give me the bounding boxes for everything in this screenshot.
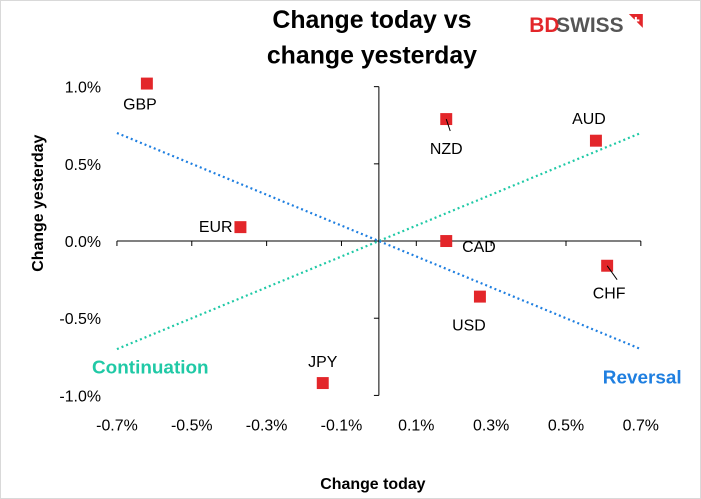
x-tick-label: -0.5% bbox=[171, 417, 213, 434]
y-tick-labels: 1.0% 0.5% 0.0% -0.5% -1.0% bbox=[59, 80, 101, 406]
point-label-cad: CAD bbox=[462, 239, 496, 256]
point-label-chf: CHF bbox=[593, 286, 626, 303]
marker-gbp bbox=[140, 77, 153, 90]
chart-title-line-1: Change today vs bbox=[272, 6, 471, 34]
x-tick-label: 0.3% bbox=[473, 417, 509, 434]
y-tick-label: 0.0% bbox=[65, 234, 101, 251]
y-tick-label: -0.5% bbox=[59, 311, 101, 328]
point-label-eur: EUR bbox=[199, 219, 233, 236]
y-tick-label: 1.0% bbox=[65, 80, 101, 97]
leader-line-nzd bbox=[445, 118, 451, 132]
marker-usd bbox=[473, 290, 486, 303]
chart-title-line-2: change yesterday bbox=[267, 42, 477, 70]
logo-bd-text: BD bbox=[529, 14, 559, 37]
point-label-aud: AUD bbox=[572, 111, 606, 128]
leader-line-chf bbox=[606, 265, 618, 280]
point-label-nzd: NZD bbox=[430, 141, 463, 158]
swiss-cross-icon bbox=[628, 13, 643, 28]
point-label-jpy: JPY bbox=[308, 354, 338, 371]
y-tick-label: -1.0% bbox=[59, 388, 101, 405]
tick-marks bbox=[116, 86, 642, 396]
x-tick-label: -0.7% bbox=[96, 417, 138, 434]
x-tick-labels: -0.7% -0.5% -0.3% -0.1% 0.1% 0.3% 0.5% 0.7% bbox=[96, 417, 659, 434]
marker-eur bbox=[234, 221, 247, 234]
x-tick-label: 0.1% bbox=[398, 417, 434, 434]
marker-aud bbox=[589, 134, 602, 147]
point-label-usd: USD bbox=[452, 317, 486, 334]
y-axis-title: Change yesterday bbox=[30, 134, 47, 271]
bdswiss-logo: BD SWISS bbox=[529, 14, 643, 37]
x-tick-label: 0.7% bbox=[623, 417, 659, 434]
marker-cad bbox=[440, 235, 453, 248]
x-tick-label: -0.1% bbox=[321, 417, 363, 434]
y-tick-label: 0.5% bbox=[65, 157, 101, 174]
continuation-annotation: Continuation bbox=[92, 358, 209, 379]
logo-swiss-text: SWISS bbox=[556, 14, 623, 37]
x-axis-title: Change today bbox=[320, 476, 425, 493]
label-leader-lines bbox=[445, 118, 618, 280]
marker-jpy bbox=[316, 377, 329, 390]
point-label-gbp: GBP bbox=[123, 96, 157, 113]
reversal-annotation: Reversal bbox=[603, 367, 682, 388]
x-tick-label: -0.3% bbox=[246, 417, 288, 434]
point-labels: GBP NZD AUD EUR CAD CHF USD JPY bbox=[123, 96, 626, 371]
x-tick-label: 0.5% bbox=[548, 417, 584, 434]
